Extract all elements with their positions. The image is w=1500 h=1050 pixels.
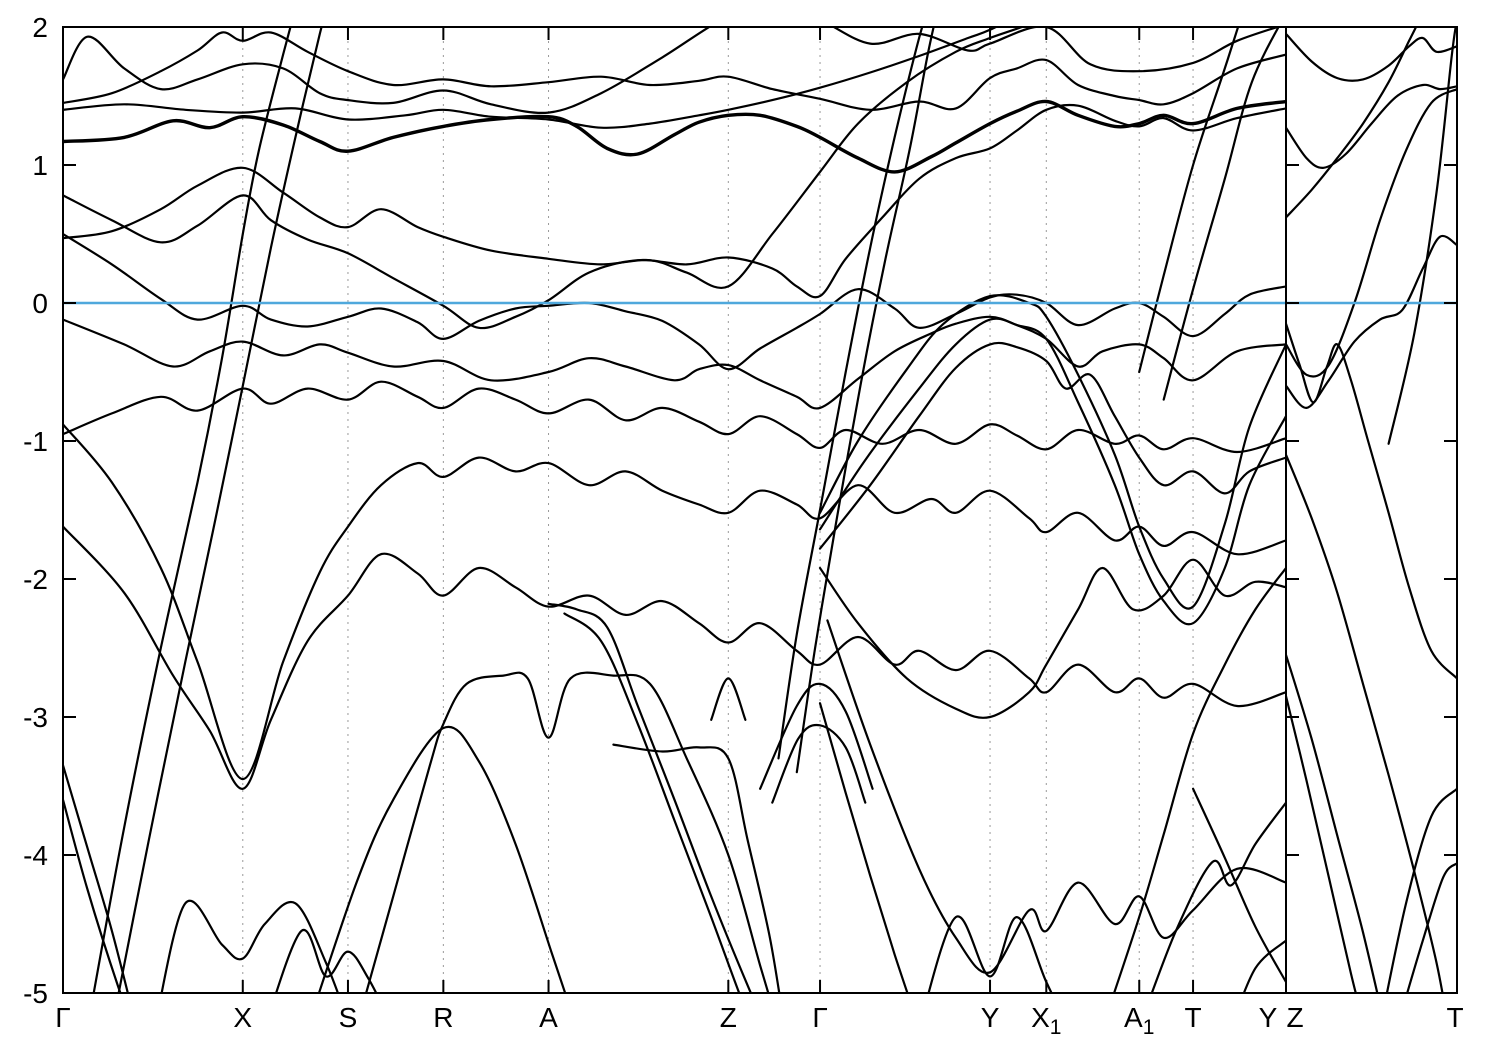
x-symmetry-label: Γ [812, 1002, 827, 1033]
band-curve [365, 671, 770, 993]
y-tick-label: -4 [23, 840, 48, 871]
band-curve [63, 103, 1286, 330]
band-curve [63, 764, 129, 993]
band-curve [63, 423, 1286, 781]
x-symmetry-label: T [1184, 1002, 1201, 1033]
y-tick-label: -5 [23, 978, 48, 1009]
band-curve [818, 317, 1286, 626]
band-curve [1242, 939, 1286, 993]
y-axis-labels: 2 1 0 -1 -2 -3 -4 -5 [23, 12, 48, 1009]
band-curve [92, 27, 292, 993]
band-curve [63, 99, 1286, 174]
y-tick-label: -2 [23, 564, 48, 595]
band-curve [63, 27, 1281, 115]
band-curve [1286, 453, 1444, 993]
plot-frame [62, 26, 1458, 994]
y-tick-label: -1 [23, 426, 48, 457]
bands-main [63, 27, 1286, 993]
band-curve [63, 380, 1286, 454]
x-symmetry-label: S [339, 1002, 358, 1033]
x-symmetry-label: X [233, 1002, 252, 1033]
band-curve [1387, 27, 1457, 445]
band-curve [818, 702, 909, 993]
band-curve [63, 232, 1286, 371]
band-curve [63, 315, 1286, 410]
x-symmetry-label: A1 [1124, 1002, 1154, 1039]
band-curve [1286, 322, 1457, 680]
band-curve [818, 294, 1286, 610]
x-axis-labels: Γ X S R A Z Γ Y X1 A1 T Y Z T [55, 1002, 1463, 1039]
band-curve [1138, 27, 1240, 374]
band-curve [1150, 801, 1286, 993]
x-symmetry-label: Y [981, 1002, 1000, 1033]
band-curve [826, 619, 1286, 974]
band-curve [547, 602, 753, 993]
band-curve [777, 27, 924, 760]
axis-ticks [62, 26, 1458, 994]
y-tick-label: -3 [23, 702, 48, 733]
bands-right [1286, 27, 1457, 993]
x-symmetry-label: A [539, 1002, 558, 1033]
band-curve [818, 341, 1286, 550]
band-curve [818, 558, 1286, 719]
x-symmetry-label: Z [720, 1002, 737, 1033]
y-tick-label: 0 [32, 288, 48, 319]
band-curve [1286, 27, 1418, 219]
band-curve [160, 899, 340, 993]
band-curve [1286, 88, 1457, 378]
band-curve [612, 743, 781, 993]
plot-border [62, 26, 1458, 994]
gridlines [242, 27, 1194, 993]
band-curve [1286, 653, 1379, 993]
band-curve [1286, 32, 1457, 82]
y-tick-label: 1 [32, 150, 48, 181]
band-curve [771, 723, 867, 804]
band-curve [563, 612, 741, 993]
band-curve [63, 31, 1286, 111]
band-curve [1385, 787, 1457, 993]
band-curve [1286, 695, 1357, 993]
x-symmetry-label: Z [1286, 1002, 1303, 1033]
x-symmetry-label: Γ [55, 1002, 70, 1033]
band-curve [1286, 83, 1457, 169]
band-curve [710, 677, 747, 721]
x-symmetry-label: T [1446, 1002, 1463, 1033]
y-tick-label: 2 [32, 12, 48, 43]
band-curve [759, 682, 874, 790]
band-curve [63, 27, 999, 129]
x-symmetry-label: X1 [1031, 1002, 1061, 1039]
band-curve [274, 929, 378, 993]
x-symmetry-label: R [433, 1002, 453, 1033]
band-curve [795, 27, 935, 774]
band-curve [1162, 27, 1280, 401]
band-curve [63, 798, 122, 993]
band-curve [117, 27, 323, 993]
band-curve [1192, 787, 1286, 984]
band-curve [63, 525, 1286, 790]
x-symmetry-label: Y [1259, 1002, 1278, 1033]
band-curve [317, 725, 567, 993]
band-curve [1286, 234, 1457, 409]
band-curve [1112, 566, 1286, 993]
